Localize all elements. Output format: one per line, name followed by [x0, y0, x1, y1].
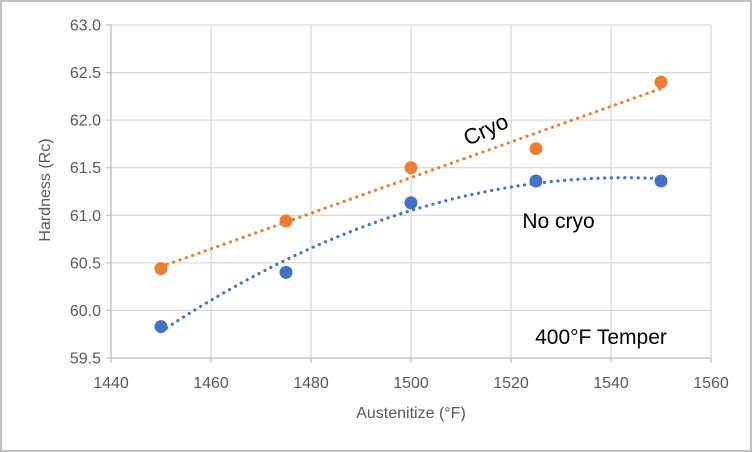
data-point-cryo	[279, 214, 293, 228]
y-tick-label: 60.5	[70, 255, 101, 272]
annotation-temper: 400°F Temper	[535, 326, 667, 350]
y-tick-label: 62.5	[70, 65, 101, 82]
x-axis-title: Austenitize (°F)	[356, 405, 466, 422]
y-tick-label: 60.0	[70, 303, 101, 320]
data-point-no-cryo	[654, 174, 668, 188]
annotation-no-cryo: No cryo	[522, 209, 595, 233]
y-tick-label: 62.0	[70, 113, 101, 130]
data-point-no-cryo	[404, 196, 418, 210]
y-tick-label: 63.0	[70, 18, 101, 35]
data-point-no-cryo	[529, 174, 543, 188]
data-point-no-cryo	[279, 265, 293, 279]
x-tick-label: 1560	[693, 375, 729, 392]
data-point-cryo	[154, 262, 168, 276]
y-tick-label: 61.5	[70, 160, 101, 177]
y-axis-title: Hardness (Rc)	[37, 138, 54, 242]
data-point-cryo	[529, 142, 543, 156]
x-tick-label: 1480	[293, 375, 329, 392]
trendline-cryo	[159, 86, 663, 269]
x-tick-label: 1540	[593, 375, 629, 392]
x-tick-label: 1520	[493, 375, 529, 392]
x-tick-label: 1500	[393, 375, 429, 392]
data-point-cryo	[654, 75, 668, 89]
data-point-cryo	[404, 161, 418, 175]
y-tick-label: 61.0	[70, 208, 101, 225]
y-tick-label: 59.5	[70, 351, 101, 368]
x-tick-label: 1460	[193, 375, 229, 392]
trendline-no-cryo	[159, 176, 663, 334]
data-point-no-cryo	[154, 320, 168, 334]
x-tick-label: 1440	[93, 375, 129, 392]
